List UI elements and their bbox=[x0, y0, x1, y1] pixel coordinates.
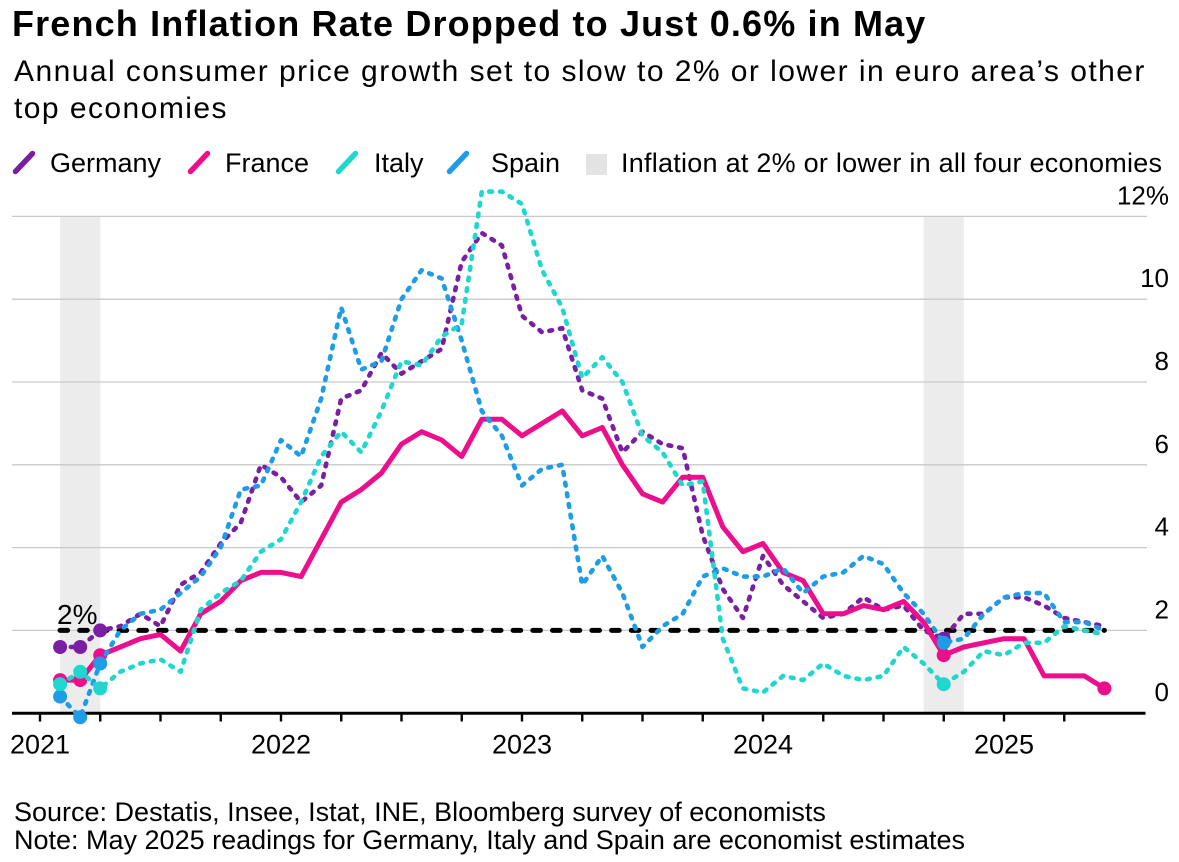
svg-text:Italy: Italy bbox=[374, 148, 424, 178]
svg-text:2: 2 bbox=[1155, 594, 1169, 624]
svg-text:Inflation at 2% or lower in al: Inflation at 2% or lower in all four eco… bbox=[621, 148, 1162, 178]
svg-text:10: 10 bbox=[1140, 263, 1169, 293]
svg-text:8: 8 bbox=[1155, 346, 1169, 376]
svg-text:6: 6 bbox=[1155, 429, 1169, 459]
svg-text:2024: 2024 bbox=[733, 730, 793, 760]
svg-text:2025: 2025 bbox=[974, 730, 1034, 760]
svg-text:4: 4 bbox=[1155, 512, 1169, 542]
svg-text:France: France bbox=[225, 148, 309, 178]
svg-text:2021: 2021 bbox=[10, 730, 70, 760]
svg-text:2%: 2% bbox=[57, 599, 97, 630]
svg-text:2022: 2022 bbox=[251, 730, 311, 760]
svg-text:12%: 12% bbox=[1117, 180, 1169, 210]
svg-text:Germany: Germany bbox=[50, 148, 162, 178]
svg-text:2023: 2023 bbox=[492, 730, 552, 760]
svg-text:0: 0 bbox=[1155, 677, 1169, 707]
svg-text:Spain: Spain bbox=[491, 148, 560, 178]
